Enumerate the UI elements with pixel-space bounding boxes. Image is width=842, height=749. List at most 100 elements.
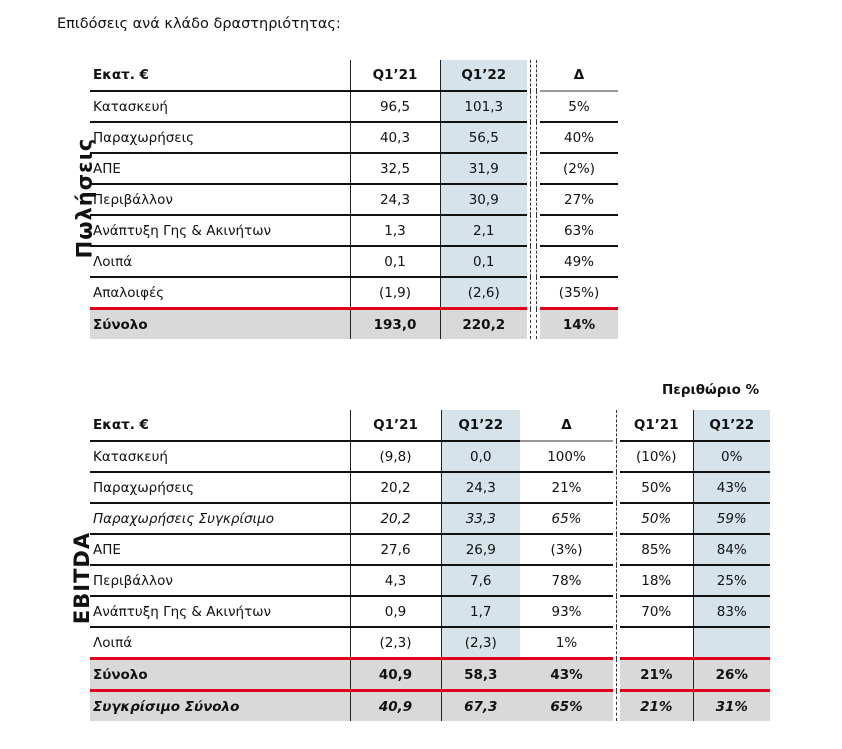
dashed-separator xyxy=(613,596,620,627)
margin-q1-22-cell: 0% xyxy=(693,441,770,473)
table-row: Κατασκευή 96,5 101,3 5% xyxy=(90,91,618,123)
dashed-separator xyxy=(527,246,540,277)
q1-21-cell: 0,1 xyxy=(350,246,441,278)
dashed-separator xyxy=(613,690,620,721)
dashed-separator xyxy=(613,441,620,472)
total-row: Σύνολο 40,9 58,3 43% 21% 26% xyxy=(90,657,770,691)
delta-cell: 1% xyxy=(520,627,613,660)
row-label: Περιβάλλον xyxy=(90,565,351,597)
table-row: Παραχωρήσεις Συγκρίσιμο 20,2 33,3 65% 50% 59% xyxy=(90,503,770,535)
table-row: Κατασκευή (9,8) 0,0 100% (10%) 0% xyxy=(90,441,770,473)
dashed-separator xyxy=(527,184,540,215)
row-label: Περιβάλλον xyxy=(90,184,351,216)
row-label: Ανάπτυξη Γης & Ακινήτων xyxy=(90,215,351,247)
row-label: Ανάπτυξη Γης & Ακινήτων xyxy=(90,596,351,628)
q1-21-cell: 20,2 xyxy=(350,503,442,535)
q1-22-cell: 101,3 xyxy=(440,91,527,123)
q1-21-cell: 32,5 xyxy=(350,153,441,185)
total-row: Σύνολο 193,0 220,2 14% xyxy=(90,307,618,339)
delta-cell: 43% xyxy=(520,657,613,691)
margin-q1-21-cell: 85% xyxy=(620,534,694,566)
q1-22-cell: 220,2 xyxy=(440,307,527,339)
header-row: Εκατ. € Q1’21 Q1’22 Δ Q1’21 Q1’22 xyxy=(90,410,770,442)
delta-cell: (3%) xyxy=(520,534,613,566)
q1-21-cell: Q1’21 xyxy=(350,410,442,442)
dashed-separator xyxy=(527,153,540,184)
margin-q1-22-cell: 43% xyxy=(693,472,770,504)
margin-q1-22-cell: 26% xyxy=(693,657,770,691)
margin-q1-22-cell: Q1’22 xyxy=(693,410,770,442)
margin-q1-21-cell xyxy=(620,627,694,660)
row-label: Λοιπά xyxy=(90,627,351,660)
delta-cell: 5% xyxy=(540,91,618,123)
dashed-separator xyxy=(527,122,540,153)
table-row: ΑΠΕ 27,6 26,9 (3%) 85% 84% xyxy=(90,534,770,566)
dashed-separator xyxy=(613,565,620,596)
q1-21-cell: 27,6 xyxy=(350,534,442,566)
q1-22-cell: 31,9 xyxy=(440,153,527,185)
dashed-separator xyxy=(527,215,540,246)
q1-21-cell: 24,3 xyxy=(350,184,441,216)
dashed-separator xyxy=(527,308,540,339)
q1-22-cell: 67,3 xyxy=(441,689,520,721)
delta-cell: 14% xyxy=(540,307,618,339)
delta-cell: 65% xyxy=(520,689,613,721)
margin-q1-21-cell: 70% xyxy=(620,596,694,628)
margin-q1-22-cell: 31% xyxy=(693,689,770,721)
row-label: Σύνολο xyxy=(90,307,351,339)
row-label: ΑΠΕ xyxy=(90,153,351,185)
margin-q1-22-cell: 83% xyxy=(693,596,770,628)
delta-cell: 65% xyxy=(520,503,613,535)
table-row: Λοιπά (2,3) (2,3) 1% xyxy=(90,627,770,660)
row-label: Παραχωρήσεις xyxy=(90,122,351,154)
row-label: Εκατ. € xyxy=(90,60,351,92)
delta-cell: (35%) xyxy=(540,277,618,310)
q1-22-cell: Q1’22 xyxy=(440,60,527,92)
table-row: Περιβάλλον 4,3 7,6 78% 18% 25% xyxy=(90,565,770,597)
q1-21-cell: 20,2 xyxy=(350,472,442,504)
q1-21-cell: 0,9 xyxy=(350,596,442,628)
q1-21-cell: Q1’21 xyxy=(350,60,441,92)
row-label: ΑΠΕ xyxy=(90,534,351,566)
margin-q1-21-cell: 21% xyxy=(620,689,694,721)
margin-q1-21-cell: (10%) xyxy=(620,441,694,473)
q1-22-cell: (2,6) xyxy=(440,277,527,310)
dashed-separator xyxy=(527,60,540,91)
delta-cell: 93% xyxy=(520,596,613,628)
delta-cell: 78% xyxy=(520,565,613,597)
q1-22-cell: 33,3 xyxy=(441,503,520,535)
row-label: Εκατ. € xyxy=(90,410,351,442)
q1-22-cell: 1,7 xyxy=(441,596,520,628)
table-row: ΑΠΕ 32,5 31,9 (2%) xyxy=(90,153,618,185)
row-label: Λοιπά xyxy=(90,246,351,278)
dashed-separator xyxy=(613,658,620,691)
q1-21-cell: (2,3) xyxy=(350,627,442,660)
q1-22-cell: 30,9 xyxy=(440,184,527,216)
q1-21-cell: 40,9 xyxy=(350,689,442,721)
q1-22-cell: 56,5 xyxy=(440,122,527,154)
q1-21-cell: 40,9 xyxy=(350,657,442,691)
delta-cell: 63% xyxy=(540,215,618,247)
q1-22-cell: Q1’22 xyxy=(441,410,520,442)
dashed-separator xyxy=(613,627,620,659)
table-row: Παραχωρήσεις 20,2 24,3 21% 50% 43% xyxy=(90,472,770,504)
q1-22-cell: 0,0 xyxy=(441,441,520,473)
delta-cell: 49% xyxy=(540,246,618,278)
table-row: Ανάπτυξη Γης & Ακινήτων 0,9 1,7 93% 70% 83% xyxy=(90,596,770,628)
row-label: Κατασκευή xyxy=(90,441,351,473)
margin-title: Περιθώριο % xyxy=(662,382,760,398)
row-label: Σύνολο xyxy=(90,657,351,691)
dashed-separator xyxy=(527,277,540,309)
margin-q1-22-cell: 25% xyxy=(693,565,770,597)
table-row: Λοιπά 0,1 0,1 49% xyxy=(90,246,618,278)
delta-cell: 21% xyxy=(520,472,613,504)
delta-cell: 27% xyxy=(540,184,618,216)
q1-22-cell: 58,3 xyxy=(441,657,520,691)
delta-cell: Δ xyxy=(520,410,613,442)
margin-q1-21-cell: 50% xyxy=(620,503,694,535)
q1-22-cell: 0,1 xyxy=(440,246,527,278)
q1-22-cell: 7,6 xyxy=(441,565,520,597)
q1-21-cell: 40,3 xyxy=(350,122,441,154)
delta-cell: 40% xyxy=(540,122,618,154)
q1-21-cell: (1,9) xyxy=(350,277,441,310)
